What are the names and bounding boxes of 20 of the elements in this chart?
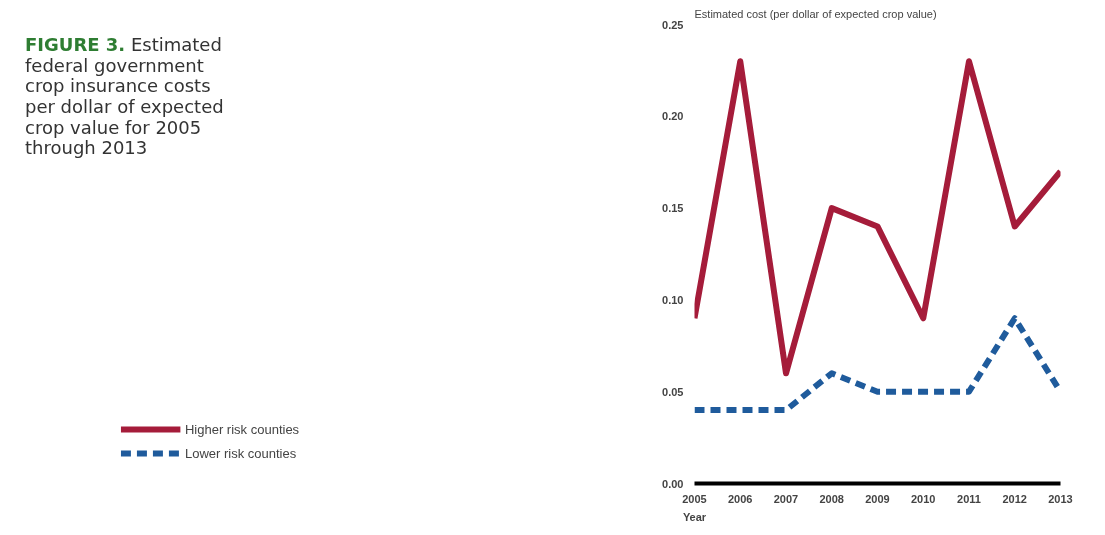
- legend-label: Lower risk counties: [184, 445, 297, 461]
- y-tick-label: 0.15: [662, 202, 684, 215]
- x-tick-label: 2012: [1002, 492, 1027, 505]
- x-tick-label: 2008: [819, 492, 844, 505]
- x-tick-label: 2009: [865, 492, 890, 505]
- y-axis-title: Estimated cost (per dollar of expected crop value): [694, 7, 937, 20]
- x-tick-label: 2011: [957, 492, 981, 505]
- y-tick-label: 0.00: [662, 477, 684, 490]
- y-tick-label: 0.10: [662, 293, 684, 306]
- y-tick-label: 0.25: [662, 18, 684, 31]
- legend-label: Higher risk counties: [184, 421, 300, 437]
- x-tick-label: 2005: [682, 492, 707, 505]
- x-axis-title: Year: [682, 510, 707, 523]
- x-tick-label: 2010: [911, 492, 936, 505]
- text: FIGURE 3.: [25, 34, 126, 55]
- x-tick-label: 2007: [773, 492, 799, 505]
- y-tick-label: 0.20: [662, 110, 684, 123]
- x-tick-label: 2013: [1048, 492, 1073, 505]
- y-tick-label: 0.05: [662, 385, 684, 398]
- x-tick-label: 2006: [728, 492, 753, 505]
